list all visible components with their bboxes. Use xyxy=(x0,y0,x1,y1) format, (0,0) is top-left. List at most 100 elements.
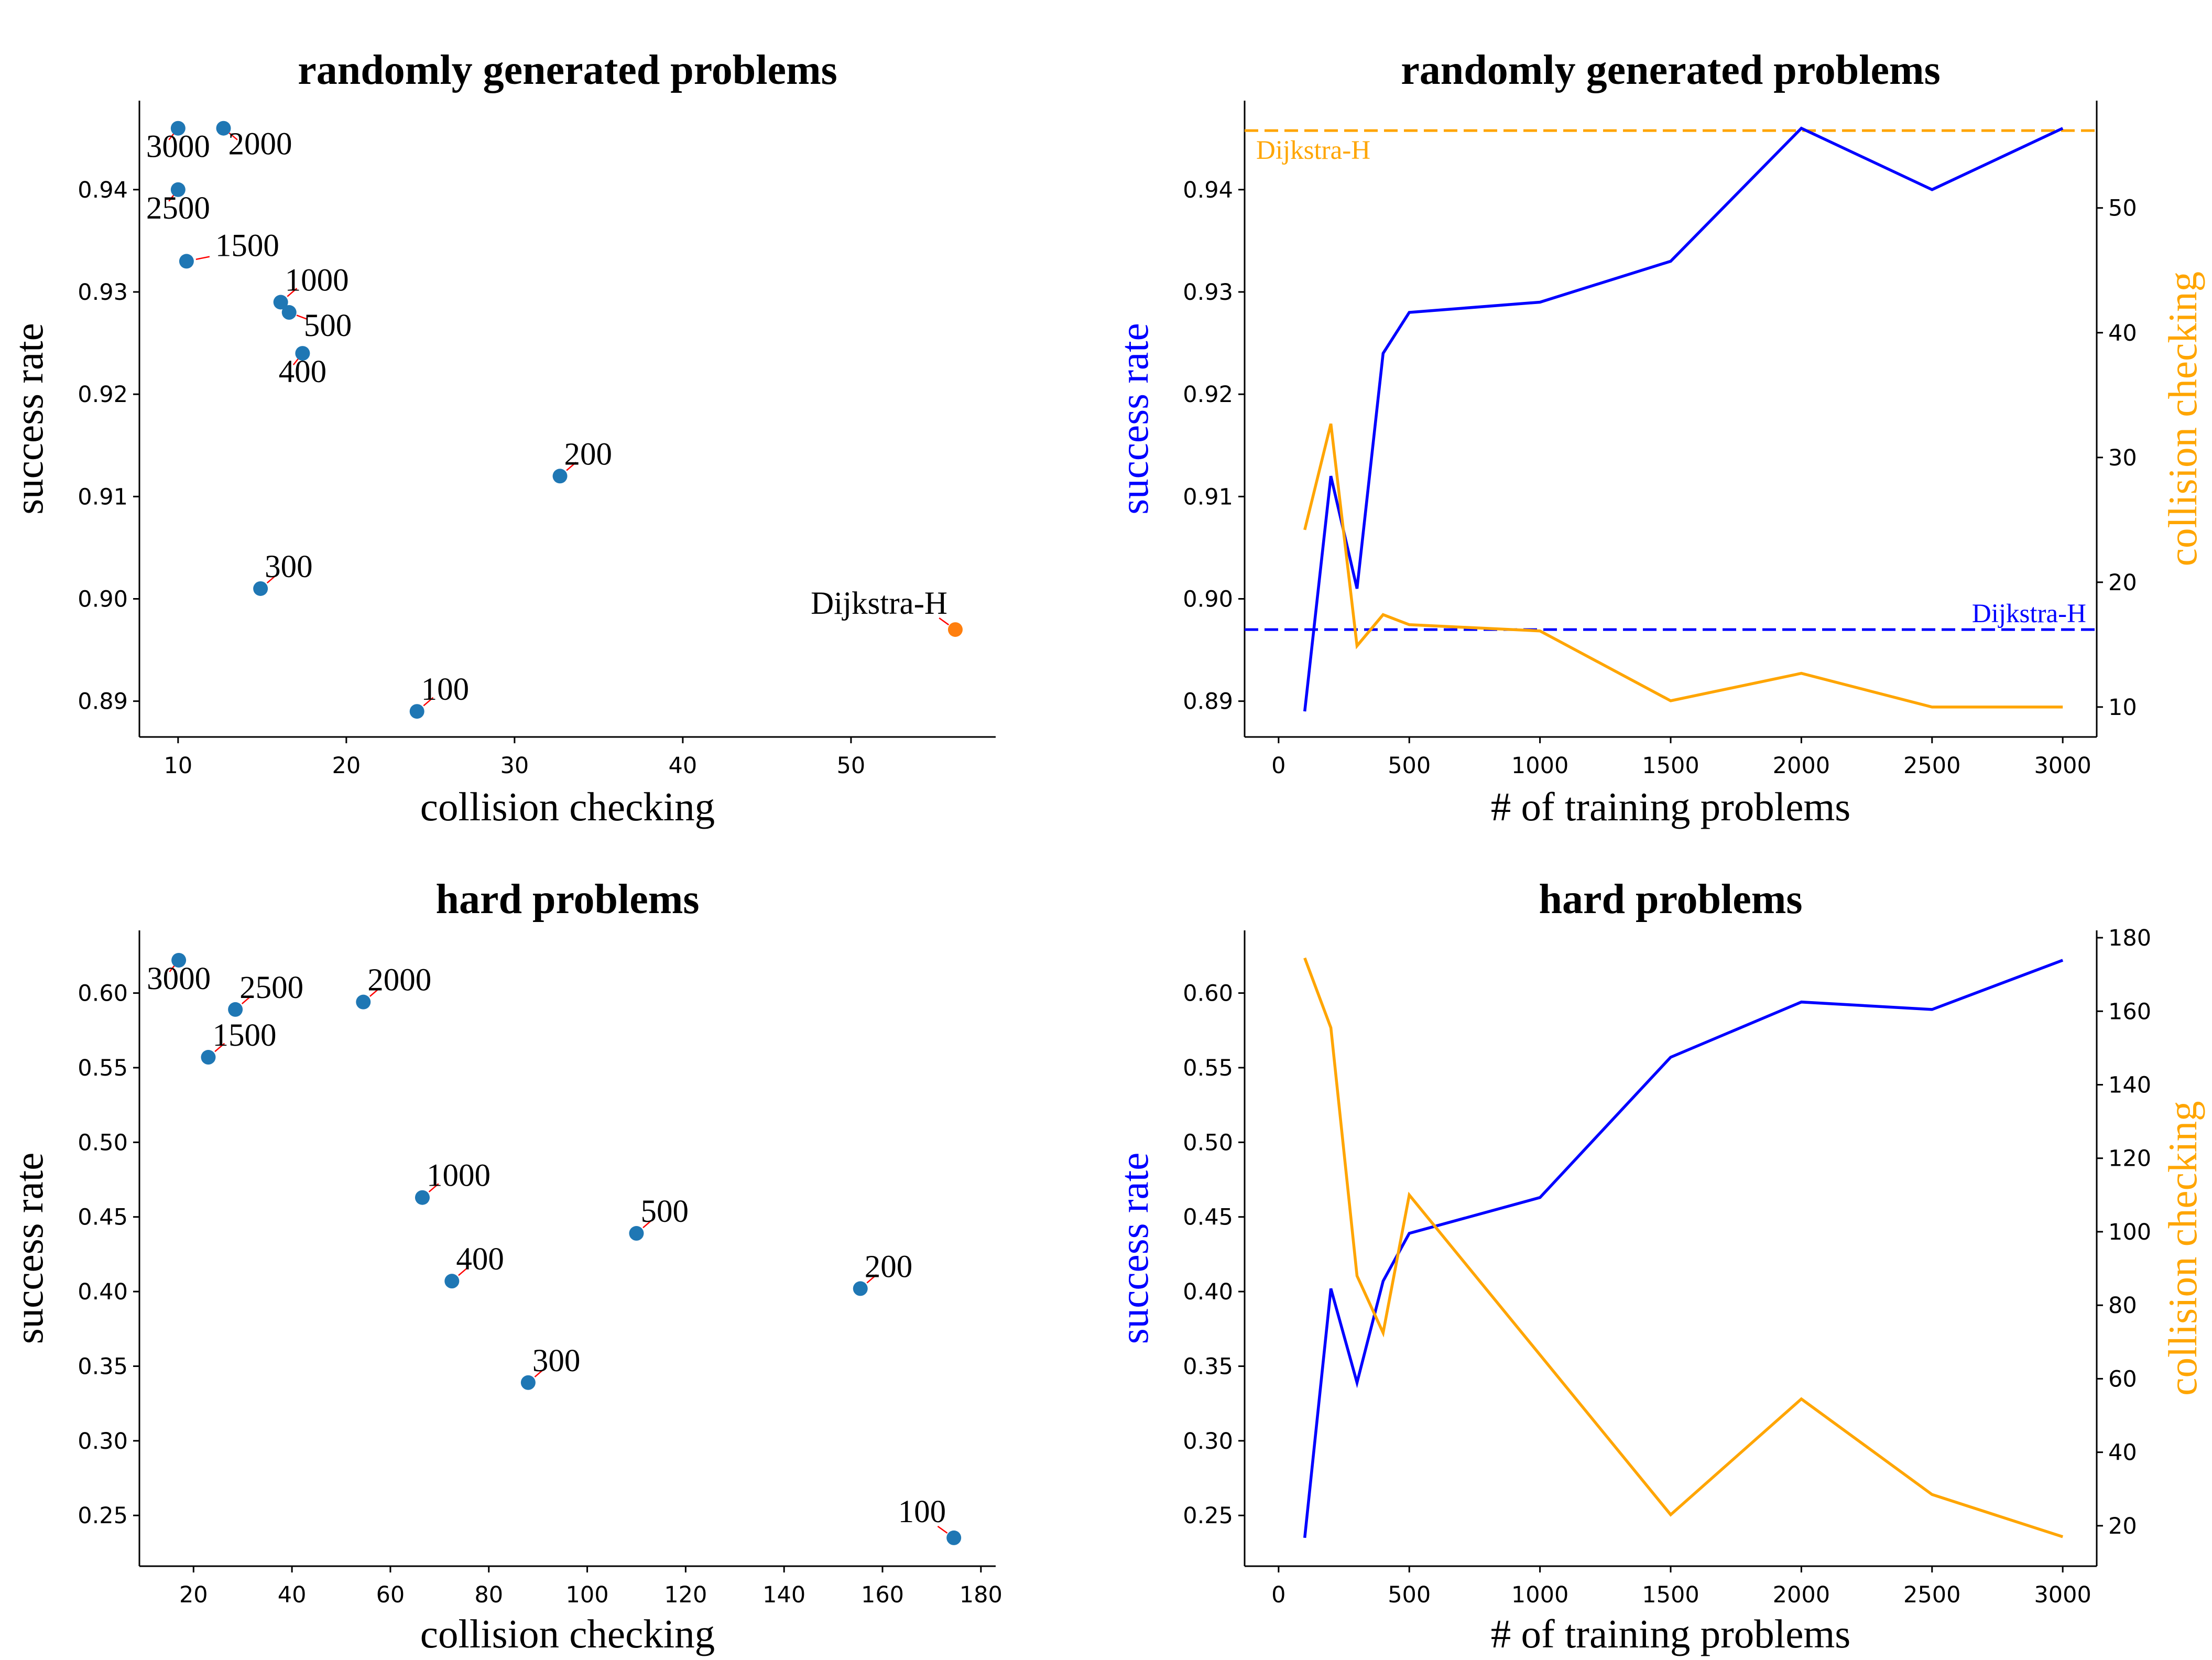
point-label: 200 xyxy=(865,1249,913,1284)
x-tick-label: 160 xyxy=(861,1582,904,1608)
point-label: 1500 xyxy=(215,228,279,263)
annotation-arrow xyxy=(939,617,950,626)
scatter-point xyxy=(946,1530,962,1545)
scatter-point xyxy=(273,295,288,310)
x-tick-label: 50 xyxy=(837,753,866,779)
y-tick-label: 0.35 xyxy=(78,1353,128,1380)
x-axis-label: collision checking xyxy=(420,1611,715,1656)
baseline-point xyxy=(947,622,963,637)
annotation-arrow xyxy=(241,995,252,1005)
annotation-arrow xyxy=(566,461,577,471)
scatter-point xyxy=(171,952,187,968)
annotation-arrow xyxy=(266,574,277,584)
annotation-arrow xyxy=(866,1274,877,1284)
x-axis-label: # of training problems xyxy=(1491,1611,1850,1656)
y2-axis-label: collision checking xyxy=(2160,1101,2205,1395)
y-tick-label: 0.55 xyxy=(78,1055,128,1081)
x-tick-label: 2000 xyxy=(1773,1582,1830,1608)
y-tick-label: 0.90 xyxy=(1183,587,1233,613)
y-tick-label: 0.60 xyxy=(1183,981,1233,1007)
annotation-arrow xyxy=(428,1183,439,1192)
annotation-arrow xyxy=(169,964,176,972)
x-tick-label: 1500 xyxy=(1642,753,1699,779)
scatter-point xyxy=(201,1050,216,1065)
y-tick-label: 0.94 xyxy=(78,177,128,203)
annotation-arrow xyxy=(195,256,210,261)
y-tick-label: 0.30 xyxy=(78,1428,128,1455)
annotation-arrow xyxy=(292,357,300,365)
chart-panel-1: randomly generated problems 10 20 30 40 50 0.8… xyxy=(6,47,996,829)
x-tick-label: 10 xyxy=(164,753,192,779)
point-label: 2500 xyxy=(146,191,210,226)
x-axis-label: collision checking xyxy=(420,784,715,829)
scatter-point xyxy=(170,182,186,197)
y-tick-label: 0.94 xyxy=(1183,177,1233,203)
x-tick-label: 60 xyxy=(376,1582,405,1608)
scatter-point xyxy=(253,581,268,596)
y2-tick-label: 160 xyxy=(2108,999,2151,1025)
y-axis-label: success rate xyxy=(6,323,51,515)
point-label: 3000 xyxy=(147,961,211,996)
x-tick-label: 20 xyxy=(179,1582,208,1608)
annotation-arrow xyxy=(296,314,308,320)
y-tick-label: 0.93 xyxy=(78,279,128,306)
x-tick-label: 1000 xyxy=(1511,1582,1568,1608)
point-label: 1500 xyxy=(212,1018,276,1053)
point-label: 100 xyxy=(421,672,470,707)
point-label: 300 xyxy=(265,549,313,584)
y2-tick-label: 140 xyxy=(2108,1072,2151,1098)
point-label: 2500 xyxy=(239,970,303,1005)
y2-tick-label: 100 xyxy=(2108,1219,2151,1245)
chart-panel-2: randomly generated problems 0 500 1000 1500 2… xyxy=(1112,47,2205,829)
x-tick-label: 500 xyxy=(1388,753,1431,779)
x-tick-label: 180 xyxy=(960,1582,1003,1608)
annotation-arrow xyxy=(458,1266,468,1276)
y2-tick-label: 40 xyxy=(2108,1440,2137,1466)
scatter-point xyxy=(520,1375,536,1390)
chart-panel-4: hard problems 0 500 1000 1500 2000 2500 3000 0.2… xyxy=(1112,876,2205,1656)
scatter-point xyxy=(853,1281,868,1296)
annotation-arrow xyxy=(534,1368,545,1377)
chart-title: hard problems xyxy=(435,876,699,923)
scatter-point xyxy=(228,1002,243,1017)
y-tick-label: 0.35 xyxy=(1183,1353,1233,1380)
point-label: 2000 xyxy=(367,963,431,998)
point-label: 3000 xyxy=(146,129,210,165)
annotation-arrow xyxy=(214,1043,225,1053)
chart-panel-3: hard problems 20 40 60 80 100 120 140 160 180 0.25… xyxy=(6,876,1003,1656)
y-tick-label: 0.91 xyxy=(78,484,128,510)
y2-tick-label: 80 xyxy=(2108,1293,2137,1319)
annotation-arrow xyxy=(168,194,175,202)
y2-tick-label: 40 xyxy=(2108,320,2137,346)
point-label: 400 xyxy=(279,354,327,389)
chart-title: randomly generated problems xyxy=(298,47,837,93)
point-label: 400 xyxy=(456,1242,504,1277)
y-tick-label: 0.30 xyxy=(1183,1428,1233,1455)
scatter-point xyxy=(415,1190,430,1205)
y-tick-label: 0.89 xyxy=(78,689,128,715)
point-label: 300 xyxy=(532,1343,581,1379)
y-axis-label: success rate xyxy=(1112,1153,1157,1344)
x-tick-label: 0 xyxy=(1271,753,1285,779)
y2-tick-label: 60 xyxy=(2108,1366,2137,1392)
x-tick-label: 500 xyxy=(1388,1582,1431,1608)
x-tick-label: 2000 xyxy=(1773,753,1830,779)
scatter-point xyxy=(179,254,194,269)
point-label: 1000 xyxy=(285,263,349,298)
point-label: Dijkstra-H xyxy=(811,586,947,621)
scatter-point xyxy=(295,346,310,361)
point-label: 200 xyxy=(564,437,613,472)
scatter-point xyxy=(444,1274,460,1289)
y2-tick-label: 20 xyxy=(2108,1513,2137,1539)
y-tick-label: 0.45 xyxy=(1183,1205,1233,1231)
x-tick-label: 100 xyxy=(566,1582,609,1608)
y2-axis-label: collision checking xyxy=(2160,272,2205,566)
reference-line-label: Dijkstra-H xyxy=(1972,599,2086,628)
y-tick-label: 0.92 xyxy=(1183,382,1233,408)
x-tick-label: 80 xyxy=(474,1582,503,1608)
x-tick-label: 30 xyxy=(500,753,529,779)
point-label: 2000 xyxy=(228,127,292,162)
scatter-point xyxy=(356,994,371,1010)
x-tick-label: 2500 xyxy=(1903,1582,1960,1608)
